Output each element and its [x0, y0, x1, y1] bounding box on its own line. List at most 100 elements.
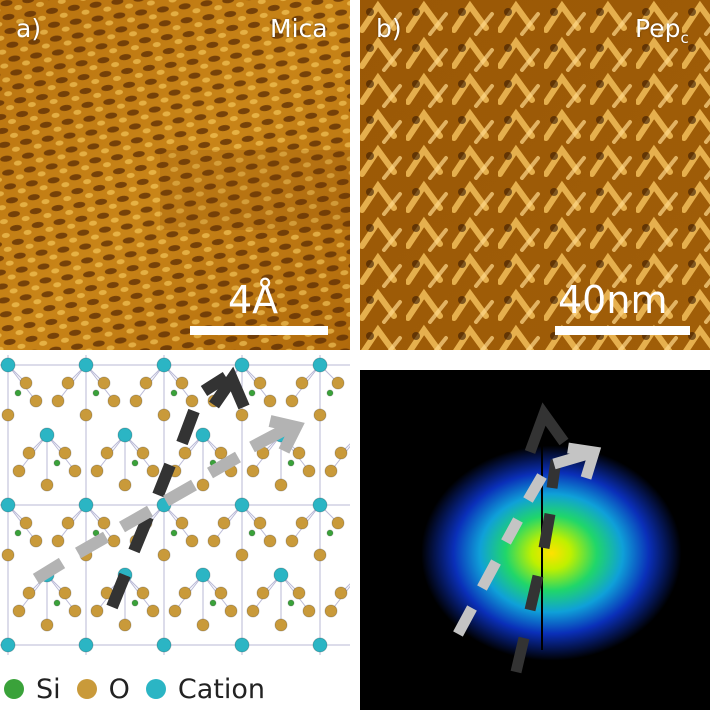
oxygen-atom: [29, 394, 43, 408]
panel-b-scale-bar: [555, 326, 690, 335]
oxygen-atom: [285, 394, 299, 408]
oxygen-atom: [1, 548, 15, 562]
panel-a-material: Mica: [270, 14, 328, 43]
oxygen-atom: [90, 464, 104, 478]
oxygen-atom: [90, 604, 104, 618]
oxygen-atom: [302, 604, 316, 618]
oxygen-atom: [146, 464, 160, 478]
cation-atom: [312, 497, 328, 513]
oxygen-atom: [136, 446, 150, 460]
oxygen-atom: [136, 586, 150, 600]
oxygen-atom: [196, 478, 210, 492]
oxygen-atom: [292, 586, 306, 600]
atom-legend: Si O Cation: [0, 668, 350, 710]
panel-c-lattice-diagram: [0, 355, 350, 667]
oxygen-atom: [68, 464, 82, 478]
oxygen-atom: [224, 604, 238, 618]
oxygen-atom: [97, 516, 111, 530]
silicon-atom: [326, 389, 334, 397]
cation-atom: [234, 497, 250, 513]
oxygen-atom: [118, 618, 132, 632]
panel-a-scale-bar: [190, 326, 328, 335]
panel-a-scale-label: 4Å: [228, 278, 279, 322]
oxygen-atom: [217, 516, 231, 530]
oxygen-atom: [214, 586, 228, 600]
oxygen-atom: [302, 464, 316, 478]
cation-atom: [0, 497, 16, 513]
oxygen-atom: [61, 376, 75, 390]
cation-atom: [117, 427, 133, 443]
oxygen-atom: [51, 534, 65, 548]
cation-atom: [312, 357, 328, 373]
oxygen-atom: [256, 586, 270, 600]
silicon-atom: [287, 599, 295, 607]
panel-b-material-sub: c: [680, 29, 689, 47]
cation-atom: [0, 357, 16, 373]
panel-b-label: b): [376, 14, 402, 43]
cation-atom: [156, 357, 172, 373]
oxygen-atom: [334, 586, 348, 600]
oxygen-atom: [29, 534, 43, 548]
oxygen-atom: [97, 376, 111, 390]
oxygen-atom: [178, 586, 192, 600]
silicon-atom: [53, 599, 61, 607]
panel-d-fft: [360, 370, 710, 710]
oxygen-atom: [295, 376, 309, 390]
silicon-atom: [131, 459, 139, 467]
oxygen-atom: [274, 478, 288, 492]
legend-cation-label: Cation: [177, 673, 266, 705]
oxygen-atom: [19, 376, 33, 390]
oxygen-atom: [40, 618, 54, 632]
cation-atom: [0, 637, 16, 653]
cation-atom: [273, 567, 289, 583]
oxygen-atom: [100, 446, 114, 460]
silicon-atom: [131, 599, 139, 607]
o-dot-icon: [76, 679, 97, 699]
silicon-atom: [53, 459, 61, 467]
oxygen-atom: [313, 548, 327, 562]
silicon-atom: [209, 599, 217, 607]
oxygen-atom: [214, 446, 228, 460]
oxygen-atom: [178, 446, 192, 460]
cation-atom: [39, 427, 55, 443]
oxygen-atom: [107, 394, 121, 408]
oxygen-atom: [196, 618, 210, 632]
oxygen-atom: [146, 604, 160, 618]
silicon-atom: [92, 389, 100, 397]
oxygen-atom: [129, 394, 143, 408]
cation-atom: [156, 637, 172, 653]
silicon-atom: [14, 529, 22, 537]
panel-b-material: Pepc: [635, 14, 689, 47]
cation-dot-icon: [145, 679, 166, 699]
legend-item-cation: Cation: [145, 673, 266, 705]
panel-b-scale-label: 40nm: [558, 278, 668, 322]
oxygen-atom: [107, 534, 121, 548]
cation-atom: [78, 357, 94, 373]
fft-dark-arrow: [510, 402, 569, 674]
cation-atom: [234, 357, 250, 373]
oxygen-atom: [61, 516, 75, 530]
cation-atom: [312, 637, 328, 653]
oxygen-atom: [1, 408, 15, 422]
oxygen-atom: [334, 446, 348, 460]
silicon-atom: [326, 529, 334, 537]
oxygen-atom: [285, 534, 299, 548]
oxygen-atom: [79, 408, 93, 422]
oxygen-atom: [58, 586, 72, 600]
cation-atom: [78, 637, 94, 653]
silicon-atom: [287, 459, 295, 467]
oxygen-atom: [246, 604, 260, 618]
mica-afm-image: [0, 0, 350, 350]
panel-a-label: a): [16, 14, 42, 43]
oxygen-atom: [292, 446, 306, 460]
oxygen-atom: [207, 534, 221, 548]
oxygen-atom: [274, 618, 288, 632]
cation-atom: [234, 637, 250, 653]
panel-b-peptide-afm: b) Pepc 40nm: [360, 0, 710, 350]
oxygen-atom: [331, 516, 345, 530]
oxygen-atom: [22, 446, 36, 460]
oxygen-atom: [58, 446, 72, 460]
oxygen-atom: [68, 604, 82, 618]
oxygen-atom: [12, 604, 26, 618]
panel-b-material-base: Pep: [635, 14, 681, 43]
